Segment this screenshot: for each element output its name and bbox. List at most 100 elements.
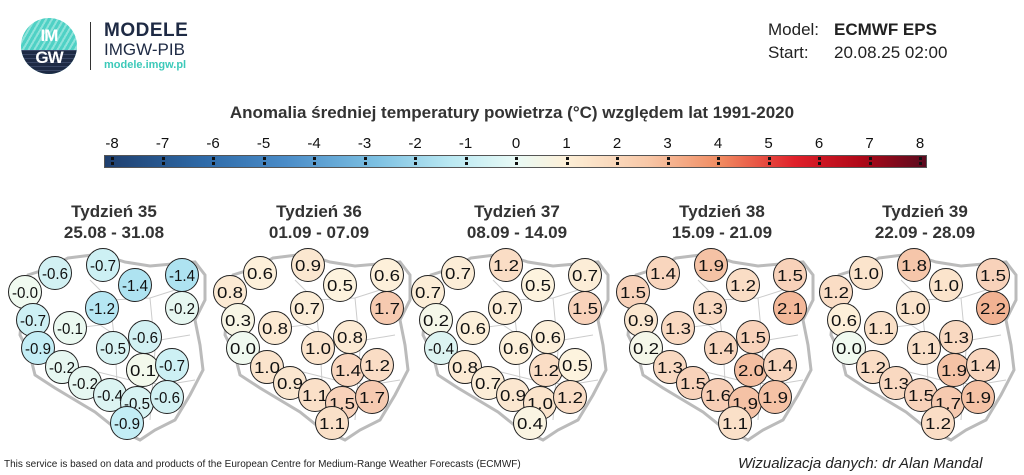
station-marker (907, 331, 941, 365)
station-value: 0.6 (374, 268, 400, 285)
station-marker (896, 291, 930, 325)
colorbar-tick-mark (363, 157, 367, 165)
station-value: 0.0 (836, 341, 862, 358)
station-value: 1.5 (908, 388, 934, 405)
station-value: 0.6 (247, 266, 273, 283)
station-marker (499, 331, 533, 365)
station-value: 0.6 (503, 341, 529, 358)
week-header: Tydzień 37 08.09 - 14.09 (417, 201, 617, 243)
colorbar-tick-mark (666, 157, 670, 165)
station-value: 1.3 (665, 321, 691, 338)
station-value: -1.4 (169, 268, 195, 285)
station-value: 1.5 (572, 301, 598, 318)
station-value: 1.3 (657, 360, 683, 377)
station-value: -0.7 (159, 358, 185, 375)
colorbar-tick-label: 7 (865, 135, 874, 152)
station-value: 1.3 (697, 301, 723, 318)
poland-map: 1.0 1.81.01.51.22.21.00.6 1.11.31.10.01.2 1… (819, 248, 1018, 442)
station-marker (849, 256, 883, 290)
station-value: 1.3 (883, 376, 909, 393)
colorbar-tick-mark (313, 157, 316, 165)
station-marker (568, 291, 602, 325)
colorbar-tick-mark (212, 157, 215, 165)
week-title: Tydzień 37 (474, 202, 560, 221)
poland-map: -0.6 -0.7-1.4-1.4-0.0-0.2-1.2-0.7 -0.1-0.6… (8, 248, 207, 442)
station-value: 0.7 (445, 266, 471, 283)
colorbar-tick-mark (414, 157, 417, 165)
station-value: 0.8 (217, 285, 243, 302)
station-value: 2.2 (980, 301, 1006, 318)
start-label: Start: (768, 43, 809, 62)
colorbar-tick-mark (161, 157, 165, 165)
station-value: -0.7 (20, 313, 46, 330)
brand-url[interactable]: modele.imgw.pl (104, 59, 187, 71)
station-value: -1.2 (89, 301, 115, 318)
station-value: 0.5 (562, 358, 588, 375)
week-header: Tydzień 36 01.09 - 07.09 (219, 201, 419, 243)
station-value: 0.2 (423, 313, 449, 330)
station-value: 0.6 (535, 330, 561, 347)
station-value: 1.7 (359, 390, 385, 407)
station-value: 1.5 (740, 330, 766, 347)
station-marker (553, 380, 587, 414)
station-value: 1.9 (762, 390, 788, 407)
station-value: 1.4 (650, 266, 676, 283)
station-marker (929, 268, 963, 302)
station-marker (513, 406, 547, 440)
station-marker (646, 256, 680, 290)
poland-map: 0.7 1.20.50.70.71.50.70.2 0.60.60.6-0.40.8… (411, 248, 610, 442)
station-marker (315, 406, 349, 440)
colorbar-tick-label: 1 (562, 135, 571, 152)
colorbar-tick-label: 0 (511, 135, 521, 152)
station-marker (693, 291, 727, 325)
colorbar-tick-label: -6 (206, 135, 220, 152)
station-marker (976, 291, 1010, 325)
colorbar-tick-label: -4 (307, 135, 321, 152)
station-value: -0.9 (25, 341, 51, 358)
station-marker (355, 380, 389, 414)
colorbar-tick-mark (262, 157, 266, 165)
colorbar-tick-label: 2 (612, 135, 622, 152)
station-value: 0.7 (492, 301, 518, 318)
station-marker (301, 331, 335, 365)
station-value: -0.4 (428, 341, 454, 358)
station-value: 1.2 (533, 363, 559, 380)
colorbar-tick-mark (818, 157, 821, 165)
station-value: 1.2 (730, 278, 756, 295)
station-value: 1.7 (374, 301, 400, 318)
station-marker (694, 248, 728, 282)
week-dates: 25.08 - 31.08 (63, 223, 165, 242)
station-marker (85, 291, 119, 325)
colorbar-tick-label: -7 (155, 135, 170, 152)
station-value: 1.0 (853, 266, 879, 283)
station-value: 0.6 (831, 313, 857, 330)
week-dates: 01.09 - 07.09 (268, 223, 370, 242)
station-value: 1.2 (557, 390, 583, 407)
station-value: 1.1 (722, 416, 748, 433)
week-dates: 22.09 - 28.09 (874, 223, 976, 242)
colorbar-tick-label: 8 (915, 135, 925, 152)
station-value: 0.5 (327, 278, 353, 295)
station-marker (424, 331, 458, 365)
station-value: 1.5 (680, 376, 706, 393)
colorbar-tick-mark (616, 157, 619, 165)
station-value: 1.2 (823, 285, 849, 302)
station-marker (291, 248, 325, 282)
station-value: -0.7 (90, 258, 116, 275)
station-value: 0.0 (230, 341, 256, 358)
logo-divider (90, 22, 91, 70)
station-marker (38, 256, 72, 290)
model-label: Model: (768, 20, 820, 39)
logo-letters-top: IM (40, 26, 59, 45)
station-value: 0.7 (572, 268, 598, 285)
station-marker (165, 291, 199, 325)
station-marker (53, 311, 87, 345)
week-title: Tydzień 35 (71, 202, 157, 221)
station-marker (86, 248, 120, 282)
station-value: 1.2 (925, 416, 951, 433)
chart-title: Anomalia średniej temperatury powietrza … (229, 103, 795, 122)
station-marker (243, 256, 277, 290)
station-value: 1.6 (705, 388, 731, 405)
week-header: Tydzień 39 22.09 - 28.09 (825, 201, 1024, 243)
